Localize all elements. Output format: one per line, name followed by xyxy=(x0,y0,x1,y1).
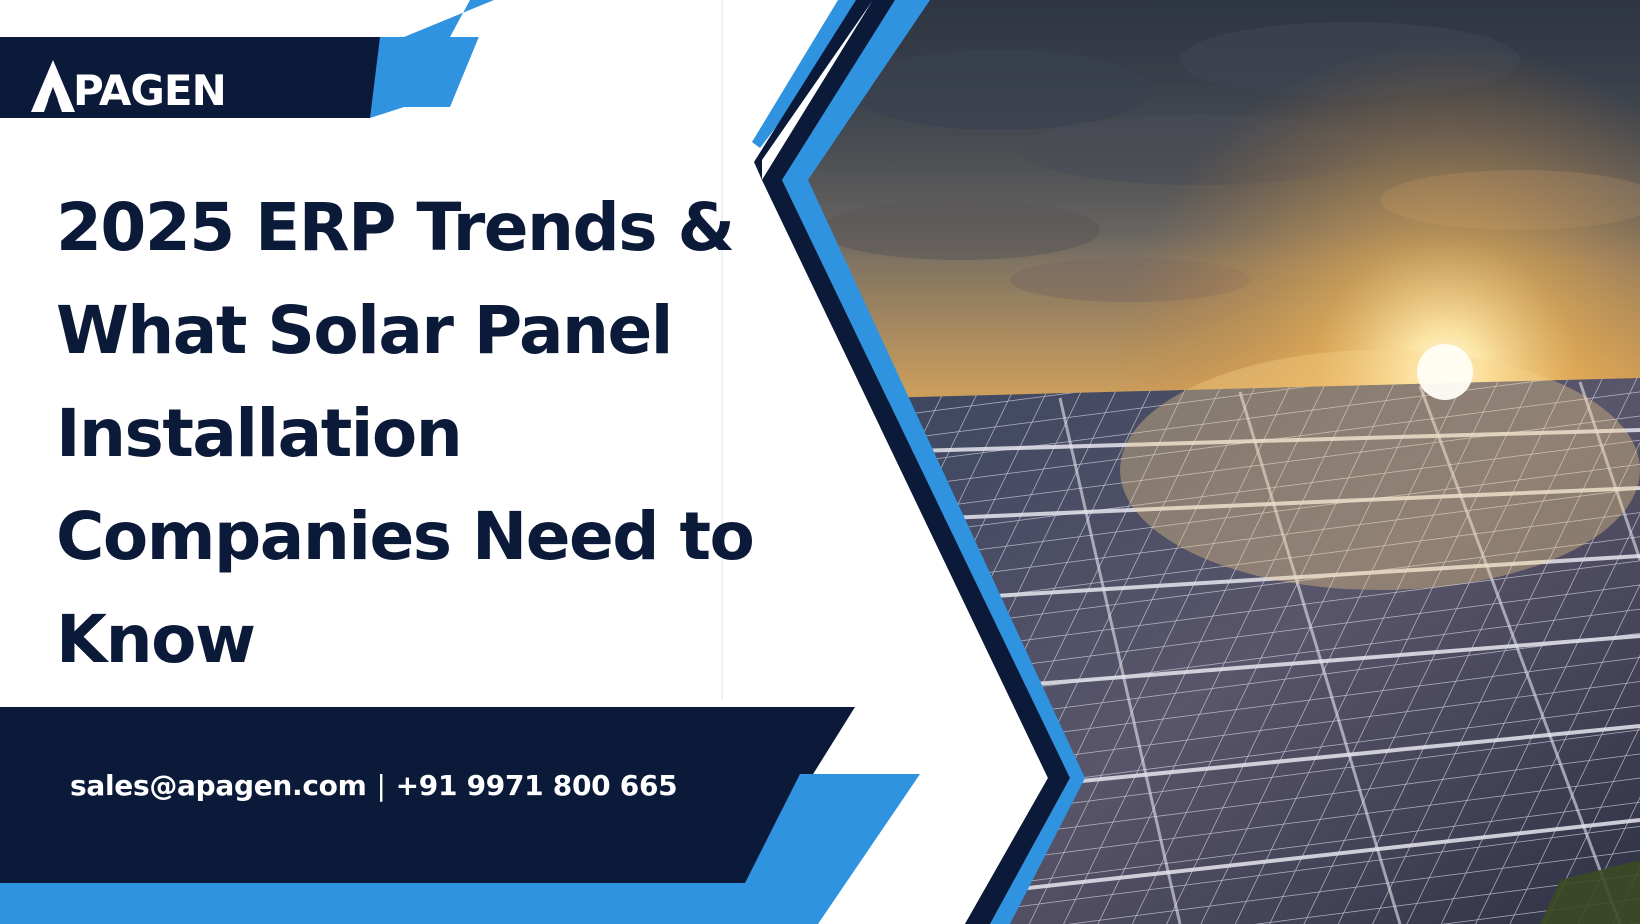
chevron-band-navy xyxy=(762,0,1070,924)
contact-separator: | xyxy=(376,769,386,802)
contact-bar-blue xyxy=(0,774,920,924)
logo-wordmark: PAGEN xyxy=(73,66,227,115)
headline-line-3: Installation xyxy=(56,395,463,472)
headline-line-2: What Solar Panel xyxy=(56,292,673,369)
apagen-logo[interactable]: PAGEN xyxy=(31,48,227,115)
contact-bar-navy xyxy=(0,707,855,883)
contact-email-link[interactable]: sales@apagen.com xyxy=(70,769,367,802)
headline-line-5: Know xyxy=(56,601,256,678)
headline-line-4: Companies Need to xyxy=(56,498,755,575)
apagen-a-logo-mark-icon xyxy=(31,60,75,112)
contact-info: sales@apagen.com | +91 9971 800 665 xyxy=(70,766,678,806)
headline-line-1: 2025 ERP Trends & xyxy=(56,189,735,266)
contact-phone-link[interactable]: +91 9971 800 665 xyxy=(395,769,678,802)
chevron-band-blue xyxy=(782,0,1085,924)
logo-bar-navy xyxy=(0,37,404,118)
page-title: 2025 ERP Trends & What Solar Panel Insta… xyxy=(56,176,836,691)
